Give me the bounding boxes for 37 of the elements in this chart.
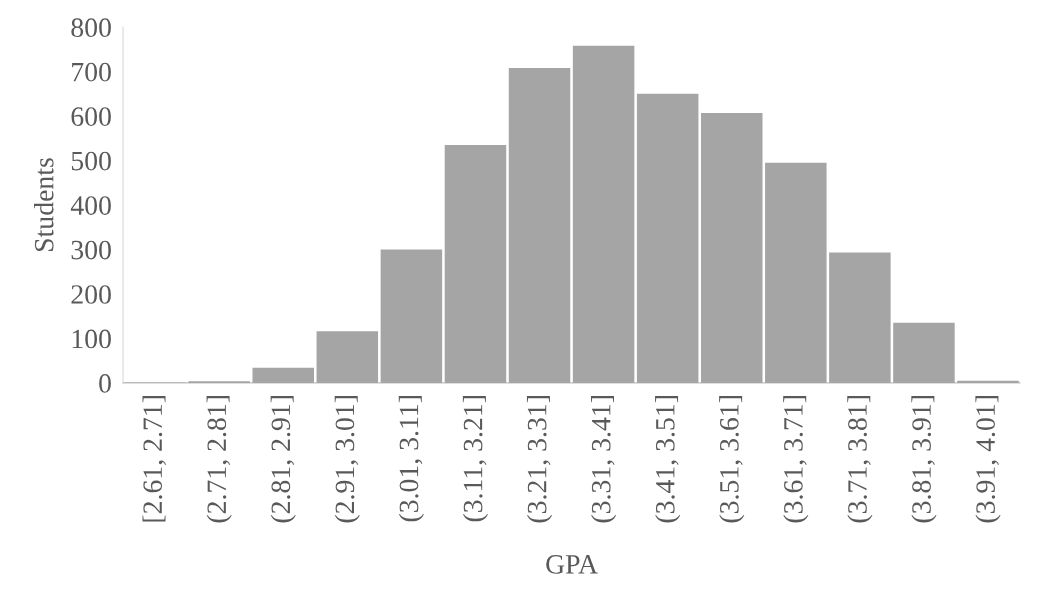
- x-tick-label: (3.11, 3.21]: [462, 396, 489, 522]
- bar: [765, 162, 827, 383]
- x-tick-label: (3.91, 4.01]: [975, 396, 1001, 523]
- x-tick-label: (3.51, 3.61]: [719, 396, 745, 523]
- bar: [380, 249, 443, 383]
- bar: [636, 93, 699, 383]
- bar: [829, 252, 891, 383]
- x-tick-label: (3.71, 3.81]: [847, 396, 873, 523]
- y-tick-label: 800: [71, 18, 111, 38]
- x-tick-label: (3.81, 3.91]: [911, 396, 937, 523]
- y-axis-title: Students: [33, 158, 54, 252]
- bar: [252, 367, 314, 383]
- y-tick-label: 700: [72, 62, 111, 82]
- x-tick-label: (3.21, 3.31]: [526, 396, 553, 523]
- bar: [444, 144, 507, 383]
- y-tick-label: 400: [70, 196, 111, 215]
- x-tick-label: (3.61, 3.71]: [783, 396, 809, 523]
- y-tick-label: 600: [71, 107, 111, 126]
- y-tick-label: 200: [71, 285, 111, 304]
- y-tick-label: 0: [99, 374, 111, 393]
- bar: [893, 322, 955, 383]
- bar: [572, 45, 635, 383]
- x-tick-label: (3.01, 3.11]: [398, 396, 424, 522]
- bar: [957, 380, 1019, 383]
- x-tick-label: (2.91, 3.01]: [334, 396, 360, 523]
- x-tick-label: (3.31, 3.41]: [591, 396, 617, 523]
- x-tick-label: [2.61, 2.71]: [142, 396, 167, 522]
- y-tick-label: 300: [71, 240, 111, 260]
- x-tick-label: (2.71, 2.81]: [206, 396, 232, 523]
- bar: [508, 68, 571, 383]
- y-tick-label: 500: [71, 151, 111, 171]
- y-tick-label: 100: [72, 329, 111, 349]
- bar: [316, 331, 379, 383]
- x-axis-title: GPA: [546, 555, 598, 574]
- x-tick-label: (3.41, 3.51]: [655, 396, 681, 523]
- bar: [700, 112, 763, 383]
- x-tick-label: (2.81, 2.91]: [270, 396, 296, 523]
